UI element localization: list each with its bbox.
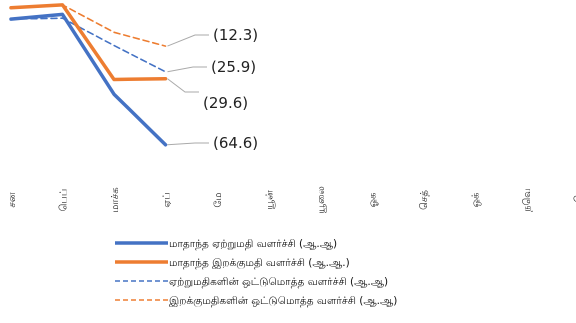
- leader-line-3: [167, 66, 207, 73]
- x-tick-label: ஏப்: [162, 192, 173, 207]
- x-tick-label: யூன்: [265, 190, 276, 210]
- legend-label-1: மாதாந்த ஏற்றுமதி வளர்ச்சி (ஆ.ஆ): [169, 238, 337, 250]
- legend-label-4: இறக்குமதிகளின் ஒட்டுமொத்த வளர்ச்சி (ஆ.ஆ): [169, 295, 397, 309]
- x-tick-label: மாச்க: [110, 187, 121, 212]
- end-label-4: (12.3): [213, 26, 258, 44]
- series-line-2: [9, 3, 168, 82]
- leader-line-1: [167, 142, 209, 146]
- x-tick-label: நவெ: [522, 188, 533, 212]
- end-label-3: (25.9): [211, 58, 256, 76]
- series-line-3: [10, 17, 167, 73]
- x-tick-label: டிசெ: [574, 189, 576, 211]
- leader-line-4: [167, 34, 209, 47]
- legend: மாதாந்த ஏற்றுமதி வளர்ச்சி (ஆ.ஆ) மாதாந்த இ…: [115, 238, 397, 309]
- x-tick-label: செத்: [419, 190, 430, 210]
- x-tick-label: மே: [213, 192, 224, 207]
- x-tick-label: சன: [7, 192, 18, 208]
- end-labels: (64.6) (29.6) (25.9) (12.3): [203, 26, 258, 152]
- end-label-2: (29.6): [203, 94, 248, 112]
- x-tick-label: ஓக: [368, 193, 379, 208]
- legend-label-3: ஏற்றுமதிகளின் ஒட்டுமொத்த வளர்ச்சி (ஆ.ஆ): [169, 276, 388, 288]
- x-tick-label: யூலை: [316, 186, 327, 214]
- label-leaders: [167, 34, 209, 146]
- end-label-1: (64.6): [213, 134, 258, 152]
- leader-line-2: [167, 78, 199, 93]
- legend-label-2: மாதாந்த இறக்குமதி வளர்ச்சி (ஆ.ஆ.): [169, 257, 350, 271]
- series-line-1: [9, 12, 168, 147]
- x-axis-ticks: சன பெப் மாச்க ஏப் மே யூன் யூலை ஓக செத் ஒக் நவெ டிசெ: [7, 186, 576, 214]
- series-lines: [9, 3, 168, 147]
- x-tick-label: ஒக்: [471, 193, 482, 208]
- x-tick-label: பெப்: [59, 189, 70, 212]
